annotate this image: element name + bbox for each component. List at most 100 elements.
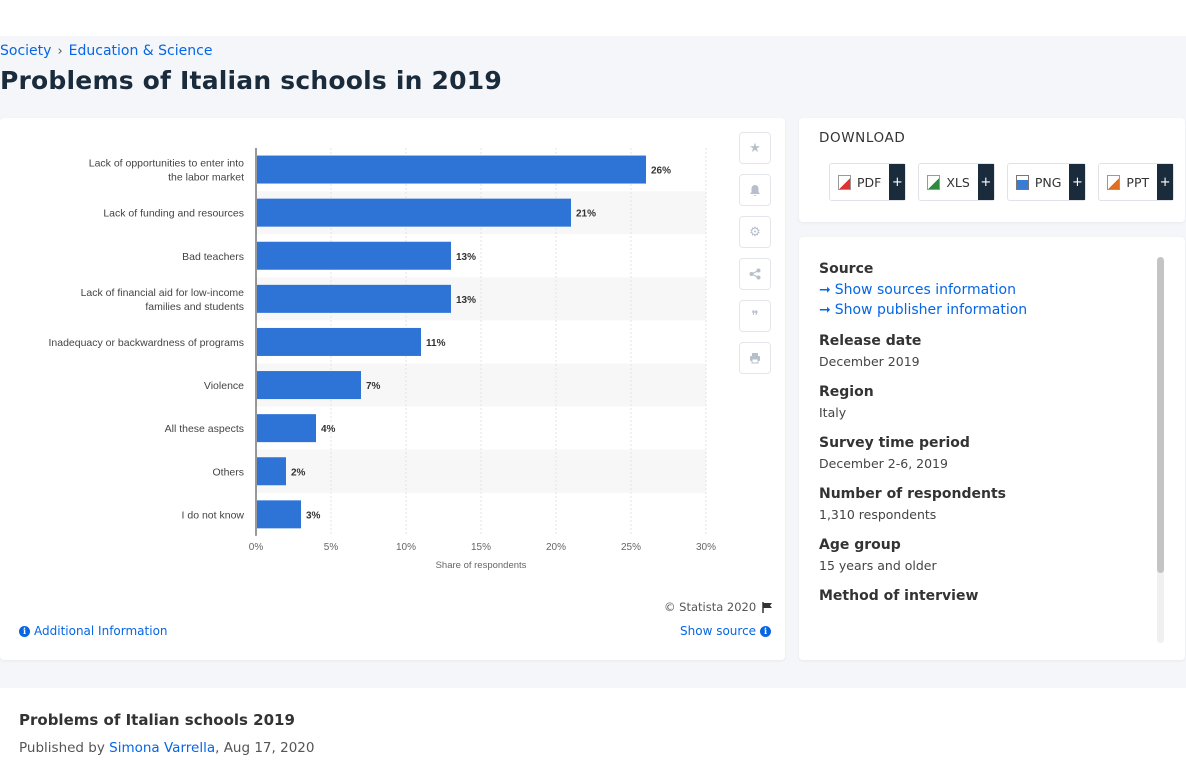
plus-icon: + — [889, 164, 906, 200]
x-tick-label: 10% — [396, 542, 416, 553]
flag-icon[interactable] — [762, 601, 773, 613]
method-label: Method of interview — [819, 588, 979, 604]
method-block: Method of interview — [819, 588, 1149, 604]
x-tick-label: 15% — [471, 542, 491, 553]
region-block: Region Italy — [819, 384, 1149, 420]
citation-quote-icon[interactable]: ❞ — [739, 300, 771, 332]
png-file-icon — [1015, 174, 1029, 190]
x-tick-label: 25% — [621, 542, 641, 553]
author-link[interactable]: Simona Varrella — [109, 740, 216, 756]
article-footer: Problems of Italian schools 2019 Publish… — [0, 688, 1186, 760]
category-label: All these aspects — [165, 423, 244, 435]
bar — [257, 414, 316, 443]
download-xls-label: XLS — [946, 174, 970, 190]
pdf-file-icon — [838, 174, 851, 190]
info-icon: i — [760, 625, 772, 637]
details-scrollbar[interactable] — [1157, 257, 1164, 643]
data-label: 21% — [576, 209, 596, 220]
bar — [257, 457, 286, 486]
published-by: Published by Simona Varrella, Aug 17, 20… — [19, 740, 314, 756]
statistic-title: Problems of Italian schools 2019 — [19, 711, 295, 729]
category-label: Inadequacy or backwardness of programs — [48, 337, 244, 349]
download-ppt-label: PPT — [1126, 174, 1150, 190]
download-ppt-button[interactable]: PPT + — [1098, 163, 1175, 201]
settings-gear-icon[interactable]: ⚙ — [739, 216, 771, 248]
published-prefix: Published by — [19, 740, 110, 756]
favorite-star-icon[interactable]: ★ — [739, 132, 771, 164]
bar-chart: 0% 5% 10% 15% 20% 25% 30% Share of respondents 2… — [48, 148, 716, 571]
ppt-file-icon — [1107, 174, 1121, 190]
source-block: Source ➞ Show sources information ➞ Show… — [819, 261, 1149, 318]
data-label: 3% — [306, 510, 321, 521]
age-group-value: 15 years and older — [819, 558, 937, 573]
survey-period-value: December 2-6, 2019 — [819, 456, 948, 471]
breadcrumb-society[interactable]: Society — [0, 43, 52, 59]
chart-toolbar: ★ ⚙ ❞ — [739, 132, 771, 384]
show-source-link[interactable]: Show source i — [680, 624, 772, 638]
top-bar — [0, 0, 1186, 36]
download-xls-button[interactable]: XLS + — [918, 163, 995, 201]
breadcrumb-separator: › — [57, 43, 63, 59]
category-label: Lack of financial aid for low-income fami… — [81, 287, 245, 313]
xls-file-icon — [927, 174, 941, 190]
release-date-value: December 2019 — [819, 354, 920, 369]
category-label: Violence — [204, 380, 244, 392]
bar — [257, 371, 361, 400]
bar — [257, 284, 451, 313]
arrow-right-icon: ➞ — [819, 282, 831, 298]
x-tick-label: 20% — [546, 542, 566, 553]
plus-icon: + — [1069, 164, 1086, 200]
release-date-label: Release date — [819, 333, 922, 349]
show-source-label: Show source — [680, 624, 757, 638]
bar — [257, 327, 421, 356]
age-group-label: Age group — [819, 537, 901, 553]
copyright-text: © Statista 2020 — [664, 600, 757, 614]
data-label: 4% — [321, 424, 336, 435]
show-sources-link[interactable]: ➞ Show sources information — [819, 282, 1149, 298]
x-tick-label: 0% — [249, 542, 264, 553]
scrollbar-thumb[interactable] — [1157, 257, 1164, 573]
bar — [257, 241, 451, 270]
bar — [257, 198, 571, 227]
category-label: I do not know — [182, 509, 245, 521]
respondents-label: Number of respondents — [819, 486, 1006, 502]
show-publisher-link[interactable]: ➞ Show publisher information — [819, 302, 1149, 318]
additional-information-label: Additional Information — [34, 624, 168, 638]
copyright-notice: © Statista 2020 — [664, 600, 773, 614]
category-label: Lack of funding and resources — [103, 208, 244, 220]
plus-icon: + — [1157, 164, 1174, 200]
region-value: Italy — [819, 405, 847, 420]
category-label: Bad teachers — [182, 251, 244, 263]
breadcrumb: Society › Education & Science — [0, 43, 212, 59]
chart-card: 0% 5% 10% 15% 20% 25% 30% Share of respondents 2… — [0, 118, 785, 660]
download-pdf-label: PDF — [857, 174, 882, 190]
arrow-right-icon: ➞ — [819, 302, 831, 318]
category-label: Others — [212, 466, 244, 478]
notification-bell-icon[interactable] — [739, 174, 771, 206]
download-png-button[interactable]: PNG + — [1006, 163, 1087, 201]
plus-icon: + — [977, 164, 994, 200]
additional-information-link[interactable]: i Additional Information — [19, 624, 168, 638]
breadcrumb-education-science[interactable]: Education & Science — [68, 43, 213, 59]
download-card: DOWNLOAD PDF + XLS + PNG + PPT + — [799, 118, 1185, 222]
region-label: Region — [819, 384, 874, 400]
data-label: 13% — [456, 295, 476, 306]
details-list: Source ➞ Show sources information ➞ Show… — [819, 261, 1149, 619]
data-label: 2% — [291, 467, 306, 478]
respondents-value: 1,310 respondents — [819, 507, 937, 522]
data-label: 13% — [456, 252, 476, 263]
age-group-block: Age group 15 years and older — [819, 537, 1149, 573]
release-date-block: Release date December 2019 — [819, 333, 1149, 369]
page-title: Problems of Italian schools in 2019 — [0, 66, 502, 95]
share-icon[interactable] — [739, 258, 771, 290]
download-buttons: PDF + XLS + PNG + PPT + — [829, 163, 1175, 201]
published-date: , Aug 17, 2020 — [215, 740, 315, 756]
category-label: Lack of opportunities to enter into the l… — [89, 158, 244, 184]
data-label: 11% — [426, 338, 446, 349]
data-label: 26% — [651, 166, 671, 177]
data-label: 7% — [366, 381, 381, 392]
x-tick-label: 30% — [696, 542, 716, 553]
download-pdf-button[interactable]: PDF + — [829, 163, 907, 201]
print-icon[interactable] — [739, 342, 771, 374]
